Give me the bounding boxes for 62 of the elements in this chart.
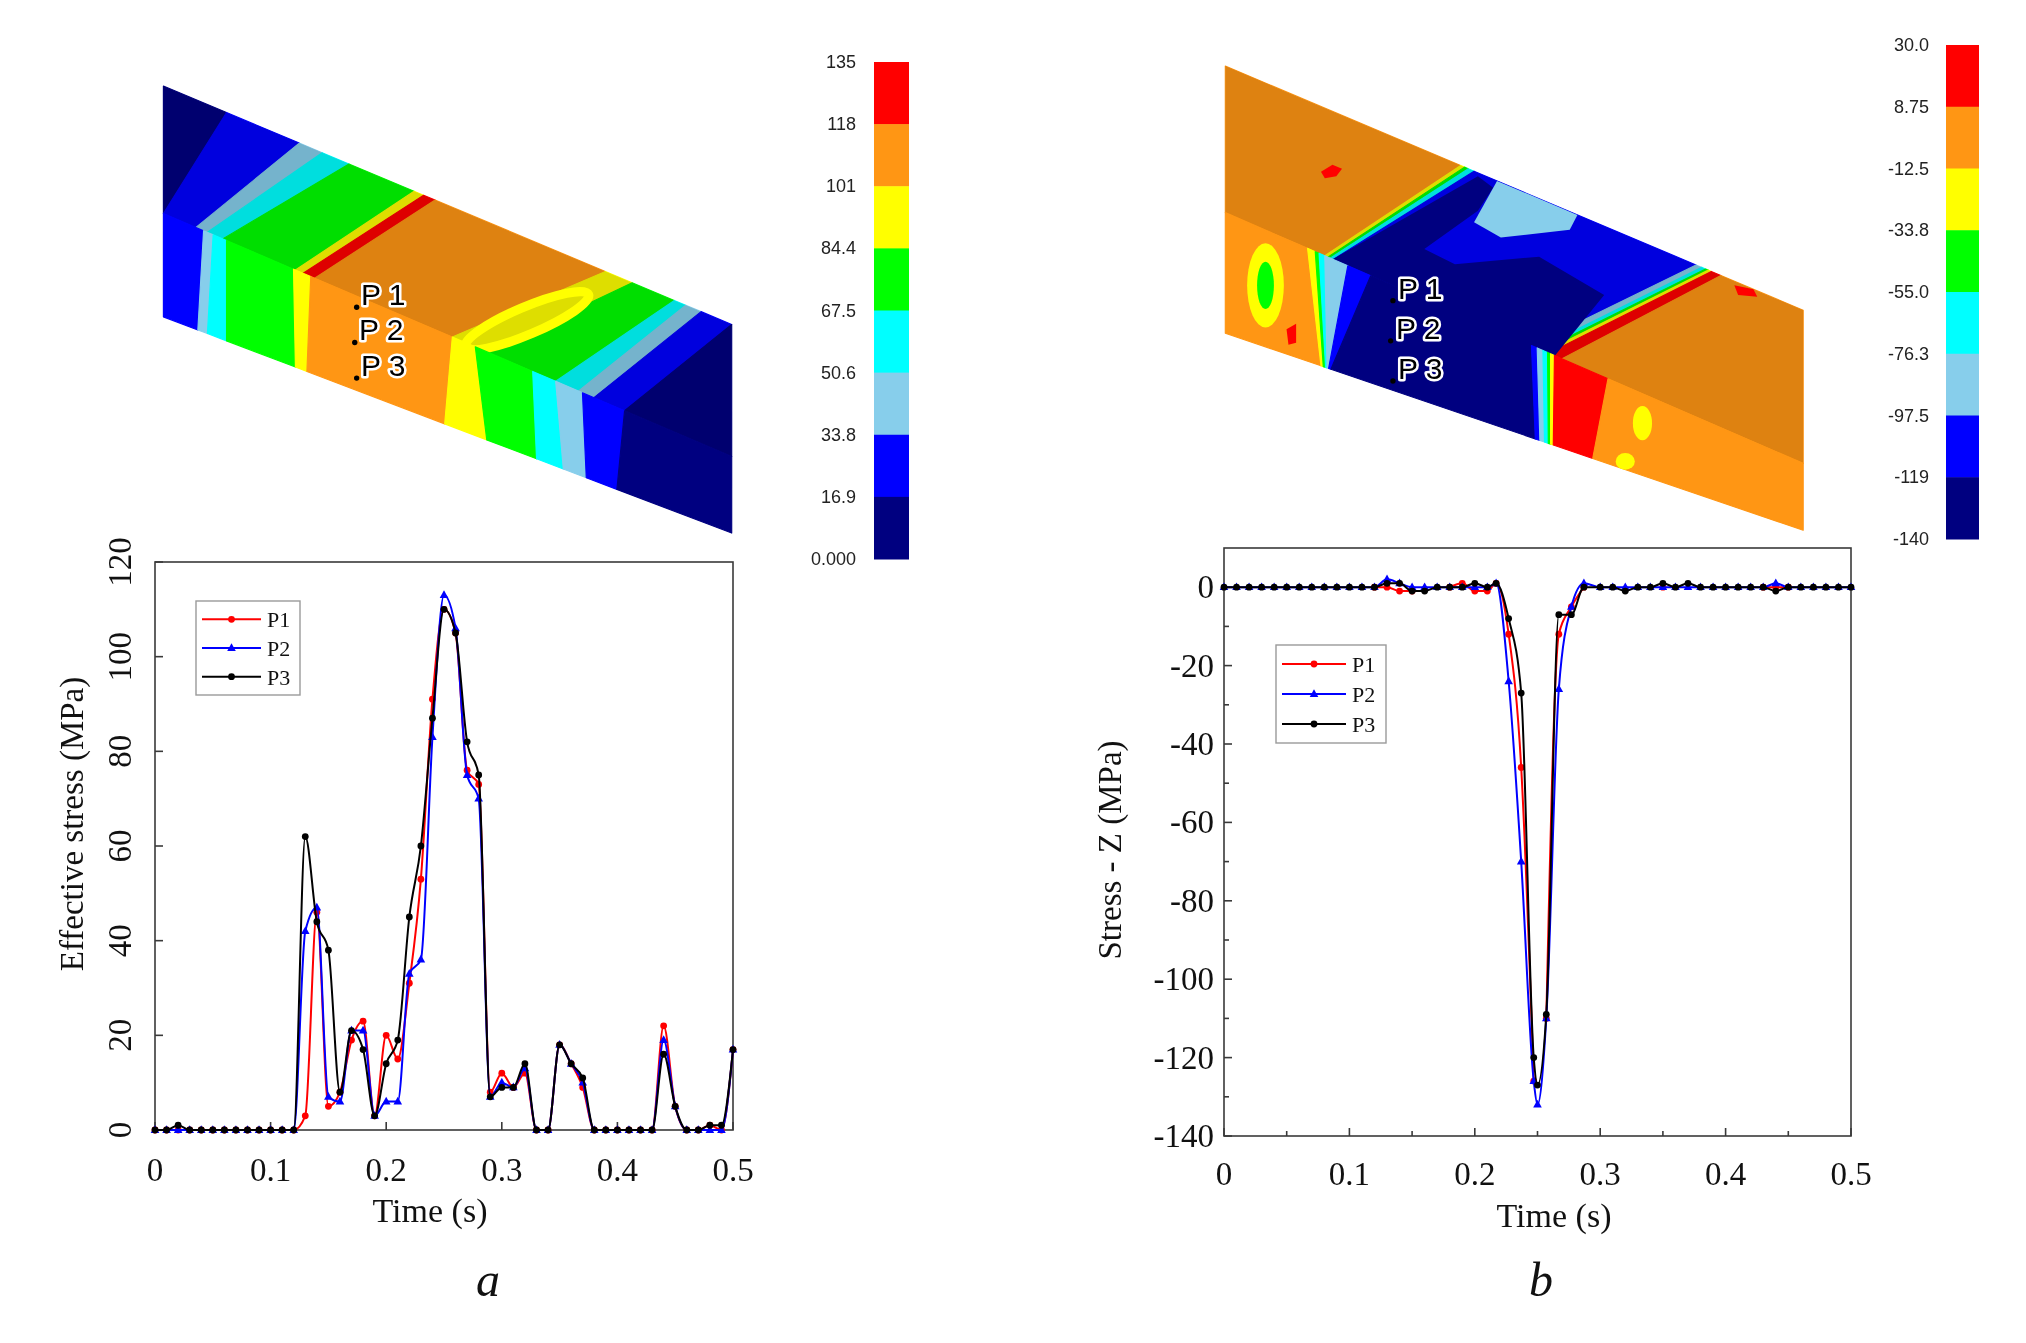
legend-label: P2 (1352, 681, 1376, 707)
x-tick-label: 0.5 (712, 1152, 754, 1188)
y-tick-label: -80 (1170, 882, 1214, 919)
legend-label: P1 (1352, 651, 1376, 677)
x-tick-label: 0.3 (1579, 1156, 1621, 1192)
x-tick-label: 0.1 (249, 1152, 292, 1188)
x-tick-label: 0.3 (481, 1152, 523, 1188)
text: P 1 (361, 278, 406, 311)
text: P 2 (1396, 312, 1441, 345)
y-tick-label: 0 (1197, 569, 1214, 606)
text: P 3 (1398, 352, 1443, 385)
text: -55.0 (1887, 282, 1929, 302)
text: -12.5 (1887, 158, 1929, 179)
y-tick-label: 80 (102, 734, 138, 768)
y-tick-label: 20 (102, 1018, 138, 1052)
text: -33.8 (1887, 220, 1929, 241)
text: P 3 (361, 349, 406, 382)
y-tick-label: -140 (1153, 1118, 1214, 1154)
y-tick-label: 0 (102, 1121, 138, 1139)
y-tick-label: 40 (102, 924, 138, 958)
text: -97.5 (1887, 405, 1929, 426)
x-tick-label: 0.5 (1830, 1156, 1872, 1192)
legend-label: P2 (267, 635, 291, 661)
text: -140 (1892, 529, 1929, 549)
x-tick-label: 0.4 (596, 1152, 639, 1188)
text: -76.3 (1887, 343, 1929, 364)
text: 101 (825, 176, 856, 197)
y-axis-title: Stress - Z (MPa) (1092, 740, 1129, 960)
text: 16.9 (820, 486, 856, 507)
text: P 1 (1398, 272, 1443, 305)
x-tick-label: 0.4 (1704, 1156, 1747, 1192)
text: b (1529, 1252, 1553, 1306)
x-axis-title: Time (s) (1496, 1196, 1612, 1235)
text: P 2 (359, 313, 404, 346)
y-tick-label: -20 (1170, 647, 1214, 684)
text: 67.5 (820, 300, 856, 321)
text: 8.75 (1893, 96, 1929, 117)
y-tick-label: 60 (102, 829, 138, 863)
text: -119 (1894, 467, 1929, 488)
text: 30.0 (1893, 35, 1929, 55)
legend-label: P1 (267, 606, 291, 632)
y-tick-label: 120 (102, 537, 138, 587)
text: 50.6 (820, 362, 856, 383)
x-tick-label: 0.1 (1328, 1156, 1371, 1192)
text: 118 (827, 114, 856, 135)
y-tick-label: 100 (102, 631, 138, 682)
y-tick-label: -40 (1170, 726, 1214, 762)
x-tick-label: 0 (146, 1152, 164, 1188)
y-tick-label: -120 (1153, 1039, 1214, 1076)
text: 84.4 (820, 238, 856, 259)
x-tick-label: 0.2 (365, 1152, 407, 1188)
legend-label: P3 (1352, 711, 1376, 737)
legend-label: P3 (267, 664, 291, 690)
text: 0.000 (810, 549, 856, 569)
y-tick-label: -60 (1170, 804, 1214, 841)
x-tick-label: 0.2 (1454, 1156, 1496, 1192)
text: 33.8 (820, 424, 856, 445)
text: 135 (825, 52, 856, 72)
text: a (476, 1252, 500, 1306)
x-axis-title: Time (s) (372, 1191, 488, 1230)
y-tick-label: -100 (1153, 961, 1214, 998)
y-axis-title: Effective stress (MPa) (54, 676, 91, 972)
